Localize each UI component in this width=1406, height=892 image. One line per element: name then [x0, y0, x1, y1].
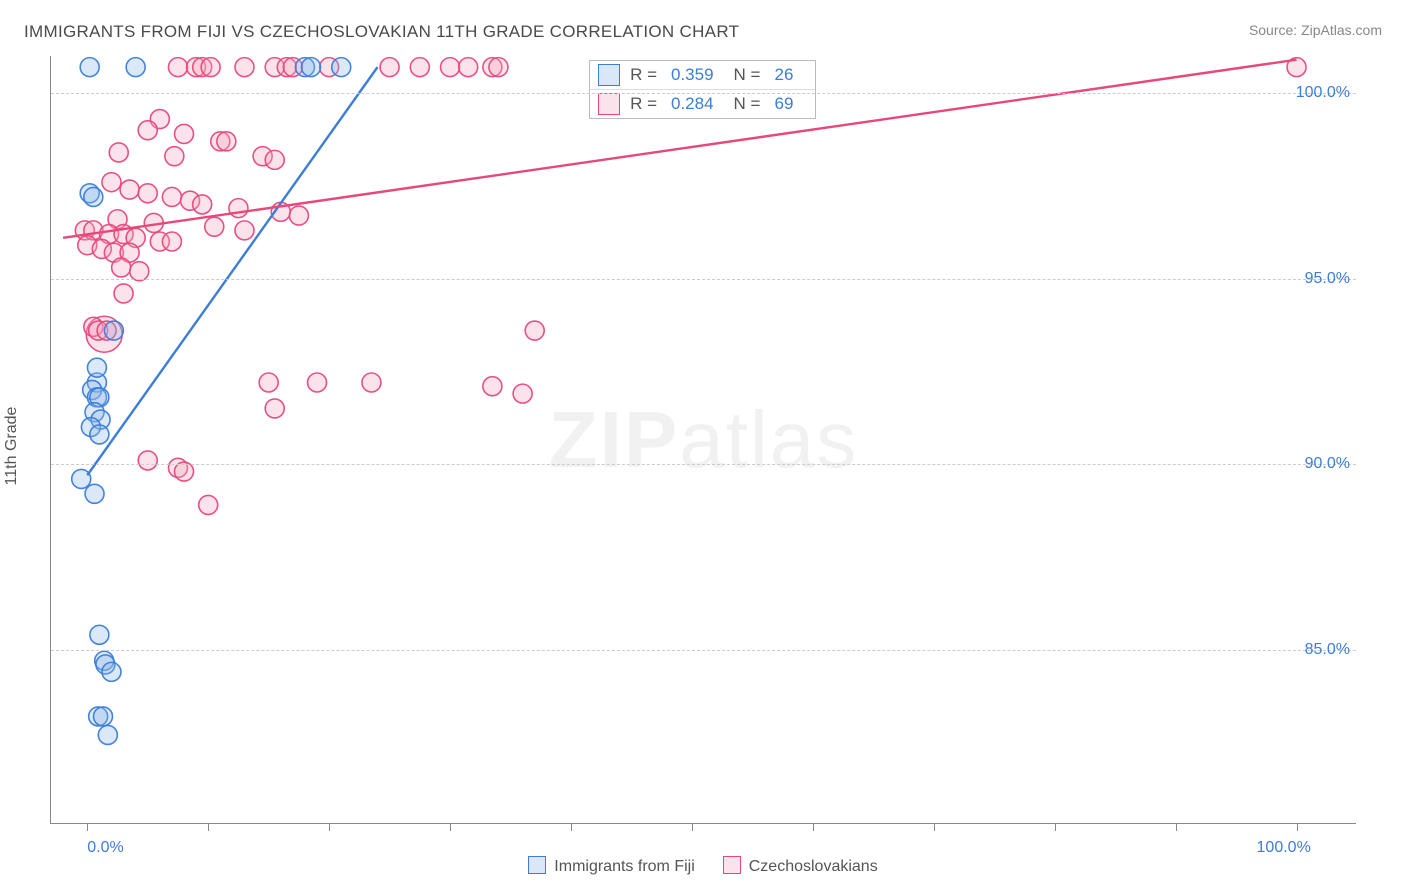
chart-svg [51, 56, 1356, 823]
scatter-point [175, 124, 194, 143]
x-tick [87, 823, 88, 831]
legend-r-value: 0.284 [671, 94, 714, 114]
legend-r-value: 0.359 [671, 65, 714, 85]
scatter-point [102, 173, 121, 192]
y-tick-label: 100.0% [1296, 84, 1350, 102]
scatter-point [90, 425, 109, 444]
plot-area: ZIPatlas R =0.359N =26R =0.284N =69 85.0… [50, 56, 1356, 824]
scatter-point [80, 58, 99, 77]
legend-swatch [723, 856, 741, 874]
legend-bottom: Immigrants from Fiji Czechoslovakians [0, 856, 1406, 876]
scatter-point [380, 58, 399, 77]
legend-stat-row: R = 0.359 N = 26 [590, 61, 815, 89]
scatter-point [126, 58, 145, 77]
scatter-point [441, 58, 460, 77]
legend-item: Immigrants from Fiji [528, 858, 694, 875]
legend-n-value: 26 [774, 65, 793, 85]
scatter-point [362, 373, 381, 392]
y-axis-label: 11th Grade [3, 407, 21, 486]
scatter-point [265, 399, 284, 418]
scatter-point [301, 58, 320, 77]
scatter-point [72, 469, 91, 488]
scatter-point [259, 373, 278, 392]
legend-r-label: R = [630, 65, 657, 85]
legend-n-value: 69 [774, 94, 793, 114]
scatter-point [168, 58, 187, 77]
gridline [51, 650, 1356, 651]
x-tick [1055, 823, 1056, 831]
legend-label: Immigrants from Fiji [554, 858, 694, 875]
scatter-point [138, 451, 157, 470]
y-tick-label: 95.0% [1305, 270, 1350, 288]
gridline [51, 464, 1356, 465]
scatter-point [217, 132, 236, 151]
gridline [51, 93, 1356, 94]
x-tick [934, 823, 935, 831]
scatter-point [93, 707, 112, 726]
scatter-point [102, 662, 121, 681]
scatter-point [265, 150, 284, 169]
scatter-point [459, 58, 478, 77]
x-tick [692, 823, 693, 831]
scatter-point [114, 284, 133, 303]
y-tick-label: 85.0% [1305, 641, 1350, 659]
source-label: Source: [1249, 22, 1301, 38]
source-attribution: Source: ZipAtlas.com [1249, 22, 1382, 38]
x-tick-label: 0.0% [87, 839, 123, 857]
x-tick [450, 823, 451, 831]
scatter-point [138, 121, 157, 140]
scatter-point [120, 180, 139, 199]
scatter-point [199, 495, 218, 514]
scatter-point [109, 143, 128, 162]
scatter-point [193, 195, 212, 214]
x-tick [208, 823, 209, 831]
x-tick [813, 823, 814, 831]
scatter-point [84, 187, 103, 206]
scatter-point [87, 358, 106, 377]
scatter-point [138, 184, 157, 203]
legend-r-label: R = [630, 94, 657, 114]
scatter-point [235, 221, 254, 240]
scatter-point [112, 258, 131, 277]
legend-n-label: N = [734, 65, 761, 85]
scatter-point [201, 58, 220, 77]
scatter-point [513, 384, 532, 403]
legend-n-label: N = [734, 94, 761, 114]
gridline [51, 279, 1356, 280]
scatter-point [85, 484, 104, 503]
chart-title: IMMIGRANTS FROM FIJI VS CZECHOSLOVAKIAN … [24, 22, 739, 42]
scatter-point [90, 625, 109, 644]
legend-label: Czechoslovakians [749, 858, 878, 875]
scatter-point [162, 232, 181, 251]
scatter-point [489, 58, 508, 77]
scatter-point [525, 321, 544, 340]
scatter-point [410, 58, 429, 77]
legend-swatch [528, 856, 546, 874]
legend-stats-box: R = 0.359 N = 26 R = 0.284 N = 69 [589, 60, 816, 119]
x-tick [571, 823, 572, 831]
scatter-point [235, 58, 254, 77]
scatter-point [289, 206, 308, 225]
scatter-point [483, 377, 502, 396]
scatter-point [205, 217, 224, 236]
scatter-point [165, 147, 184, 166]
x-tick [1297, 823, 1298, 831]
source-link[interactable]: ZipAtlas.com [1301, 22, 1382, 38]
scatter-point [162, 187, 181, 206]
legend-swatch [598, 64, 620, 86]
scatter-point [332, 58, 351, 77]
legend-swatch [598, 93, 620, 115]
scatter-point [229, 199, 248, 218]
x-tick-label: 100.0% [1257, 839, 1311, 857]
scatter-point [104, 321, 123, 340]
x-tick [1176, 823, 1177, 831]
legend-item: Czechoslovakians [723, 858, 878, 875]
x-tick [329, 823, 330, 831]
scatter-point [98, 725, 117, 744]
scatter-point [308, 373, 327, 392]
y-tick-label: 90.0% [1305, 455, 1350, 473]
